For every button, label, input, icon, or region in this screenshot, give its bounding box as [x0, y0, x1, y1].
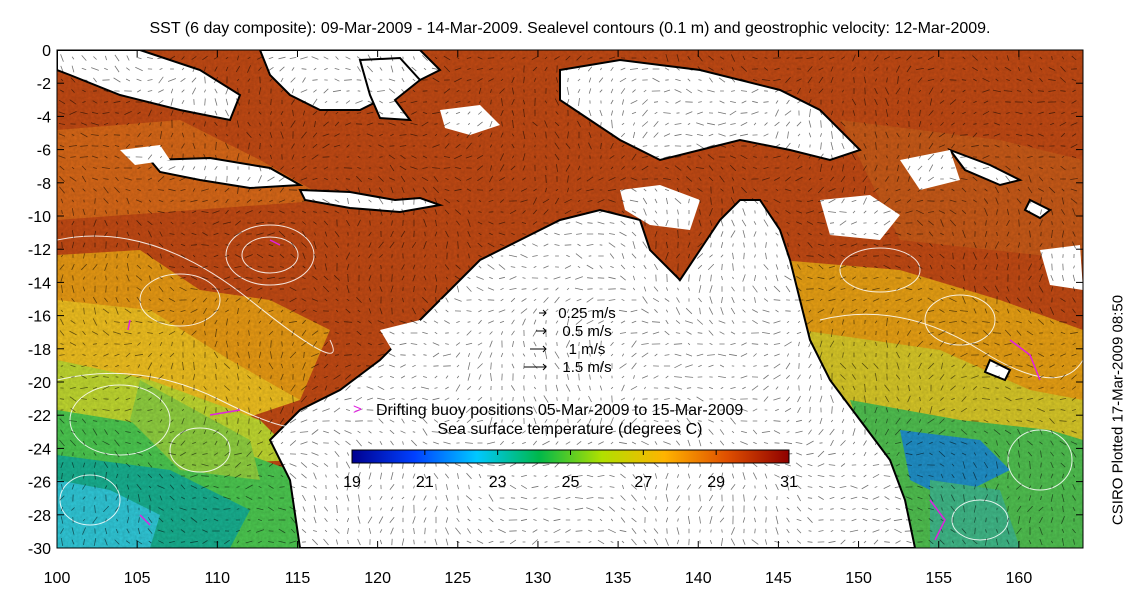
- land-island: [1023, 198, 1052, 220]
- x-tick-label: 130: [525, 570, 552, 587]
- velocity-legend-item: 1.5 m/s: [524, 359, 612, 376]
- x-tick-label: 150: [845, 570, 872, 587]
- y-tick-label: -18: [28, 342, 51, 359]
- velocity-legend-arrow: [536, 327, 547, 335]
- y-axis: 0 -2 -4 -6 -8 -10 -12 -14 -16 -18 -20 -22 -24 -26 -28 -…: [28, 43, 1083, 558]
- x-tick-label: 105: [124, 570, 151, 587]
- colorbar-tick-label: 21: [416, 474, 434, 491]
- colorbar-tick-label: 27: [634, 474, 652, 491]
- y-tick-label: -10: [28, 209, 51, 226]
- buoy-legend: > Drifting buoy positions 05-Mar-2009 to…: [353, 401, 743, 419]
- x-tick-label: 160: [1006, 570, 1033, 587]
- velocity-legend-label: 0.25 m/s: [558, 305, 616, 322]
- velocity-legend-item: 0.25 m/s: [539, 305, 616, 322]
- y-tick-label: -20: [28, 375, 51, 392]
- colorbar: Sea surface temperature (degrees C) 19 21…: [343, 421, 798, 491]
- y-tick-label: -8: [37, 176, 51, 193]
- y-tick-label: -24: [28, 441, 51, 458]
- x-tick-label: 110: [205, 570, 231, 587]
- y-tick-label: -28: [28, 508, 51, 525]
- colorbar-tick-label: 25: [562, 474, 580, 491]
- y-tick-label: -12: [28, 242, 51, 259]
- colorbar-tick-label: 29: [707, 474, 725, 491]
- velocity-legend: 0.25 m/s0.5 m/s1 m/s1.5 m/s: [524, 305, 616, 376]
- velocity-legend-label: 1.5 m/s: [562, 359, 611, 376]
- y-tick-label: -6: [37, 143, 51, 160]
- buoy-legend-symbol: >: [353, 401, 362, 418]
- map-title: SST (6 day composite): 09-Mar-2009 - 14-…: [149, 20, 991, 37]
- velocity-arrow-glyphs: [58, 54, 1078, 546]
- y-tick-label: 0: [42, 43, 51, 60]
- velocity-legend-label: 1 m/s: [569, 341, 606, 358]
- velocity-legend-item: 0.5 m/s: [536, 323, 612, 340]
- x-tick-label: 115: [285, 570, 311, 587]
- y-tick-label: -2: [37, 76, 51, 93]
- y-tick-label: -22: [28, 408, 51, 425]
- x-tick-label: 135: [605, 570, 632, 587]
- colorbar-tick-label: 19: [343, 474, 361, 491]
- velocity-legend-arrow: [524, 363, 547, 371]
- geostrophic-velocity-arrows: [58, 54, 1078, 546]
- colorbar-tick-label: 23: [489, 474, 507, 491]
- x-tick-label: 140: [685, 570, 712, 587]
- land-new-caledonia: [983, 358, 1012, 382]
- velocity-legend-arrow: [530, 345, 547, 353]
- y-tick-label: -14: [28, 275, 51, 292]
- x-axis: 100 105 110 115 120 125 130 135 140 145 150 155 160: [44, 50, 1033, 587]
- colorbar-ticks: 19 21 23 25 27 29 31: [343, 450, 798, 491]
- colorbar-title: Sea surface temperature (degrees C): [437, 421, 702, 438]
- y-tick-label: -30: [28, 541, 51, 558]
- buoy-legend-label: Drifting buoy positions 05-Mar-2009 to 1…: [376, 402, 743, 419]
- x-tick-label: 145: [765, 570, 792, 587]
- velocity-legend-arrow: [539, 309, 547, 317]
- buoy-tracks: [127, 239, 1041, 541]
- x-tick-label: 155: [925, 570, 952, 587]
- y-tick-label: -26: [28, 475, 51, 492]
- x-tick-label: 120: [364, 570, 391, 587]
- plot-frame: [56, 49, 1084, 549]
- map-plot-area: [57, 50, 1083, 548]
- y-tick-label: -16: [28, 309, 51, 326]
- y-tick-label: -4: [37, 109, 51, 126]
- x-tick-label: 125: [444, 570, 471, 587]
- velocity-legend-item: 1 m/s: [530, 341, 605, 358]
- land-new-guinea: [559, 58, 862, 162]
- velocity-legend-label: 0.5 m/s: [562, 323, 611, 340]
- x-tick-label: 100: [44, 570, 71, 587]
- land-java: [147, 156, 304, 190]
- colorbar-tick-label: 31: [780, 474, 798, 491]
- land-solomon-islands: [947, 147, 1023, 187]
